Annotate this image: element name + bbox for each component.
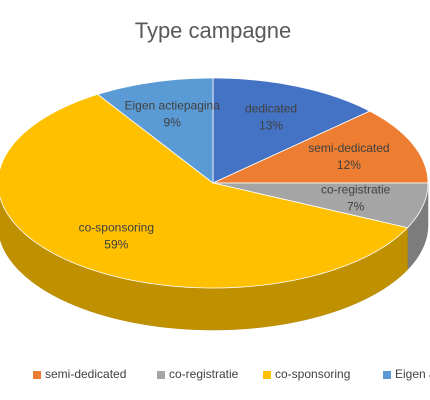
slice-value-label: 59% [104,238,128,252]
slice-value-label: 9% [164,116,182,130]
legend-swatch [33,371,41,379]
slice-label: Eigen actiepagina [125,99,221,113]
legend-swatch [383,371,391,379]
slice-label: semi-dedicated [308,141,389,155]
slice-label: co-sponsoring [79,221,154,235]
slice-label: dedicated [245,102,297,116]
legend-swatch [157,371,165,379]
slice [96,77,214,184]
slice [212,182,429,229]
chart-title: Type campagne [135,18,292,43]
legend-swatch [263,371,271,379]
slice [212,77,371,184]
slice [0,93,409,289]
slice-value-label: 12% [337,158,361,172]
slice-label: co-registratie [321,183,391,197]
slice [212,110,429,184]
legend-label: Eigen actiepagina [395,367,430,381]
legend-label: co-registratie [169,367,239,381]
legend-label: semi-dedicated [45,367,126,381]
slice-value-label: 7% [347,200,365,214]
slice-value-label: 13% [259,119,283,133]
legend-label: co-sponsoring [275,367,350,381]
